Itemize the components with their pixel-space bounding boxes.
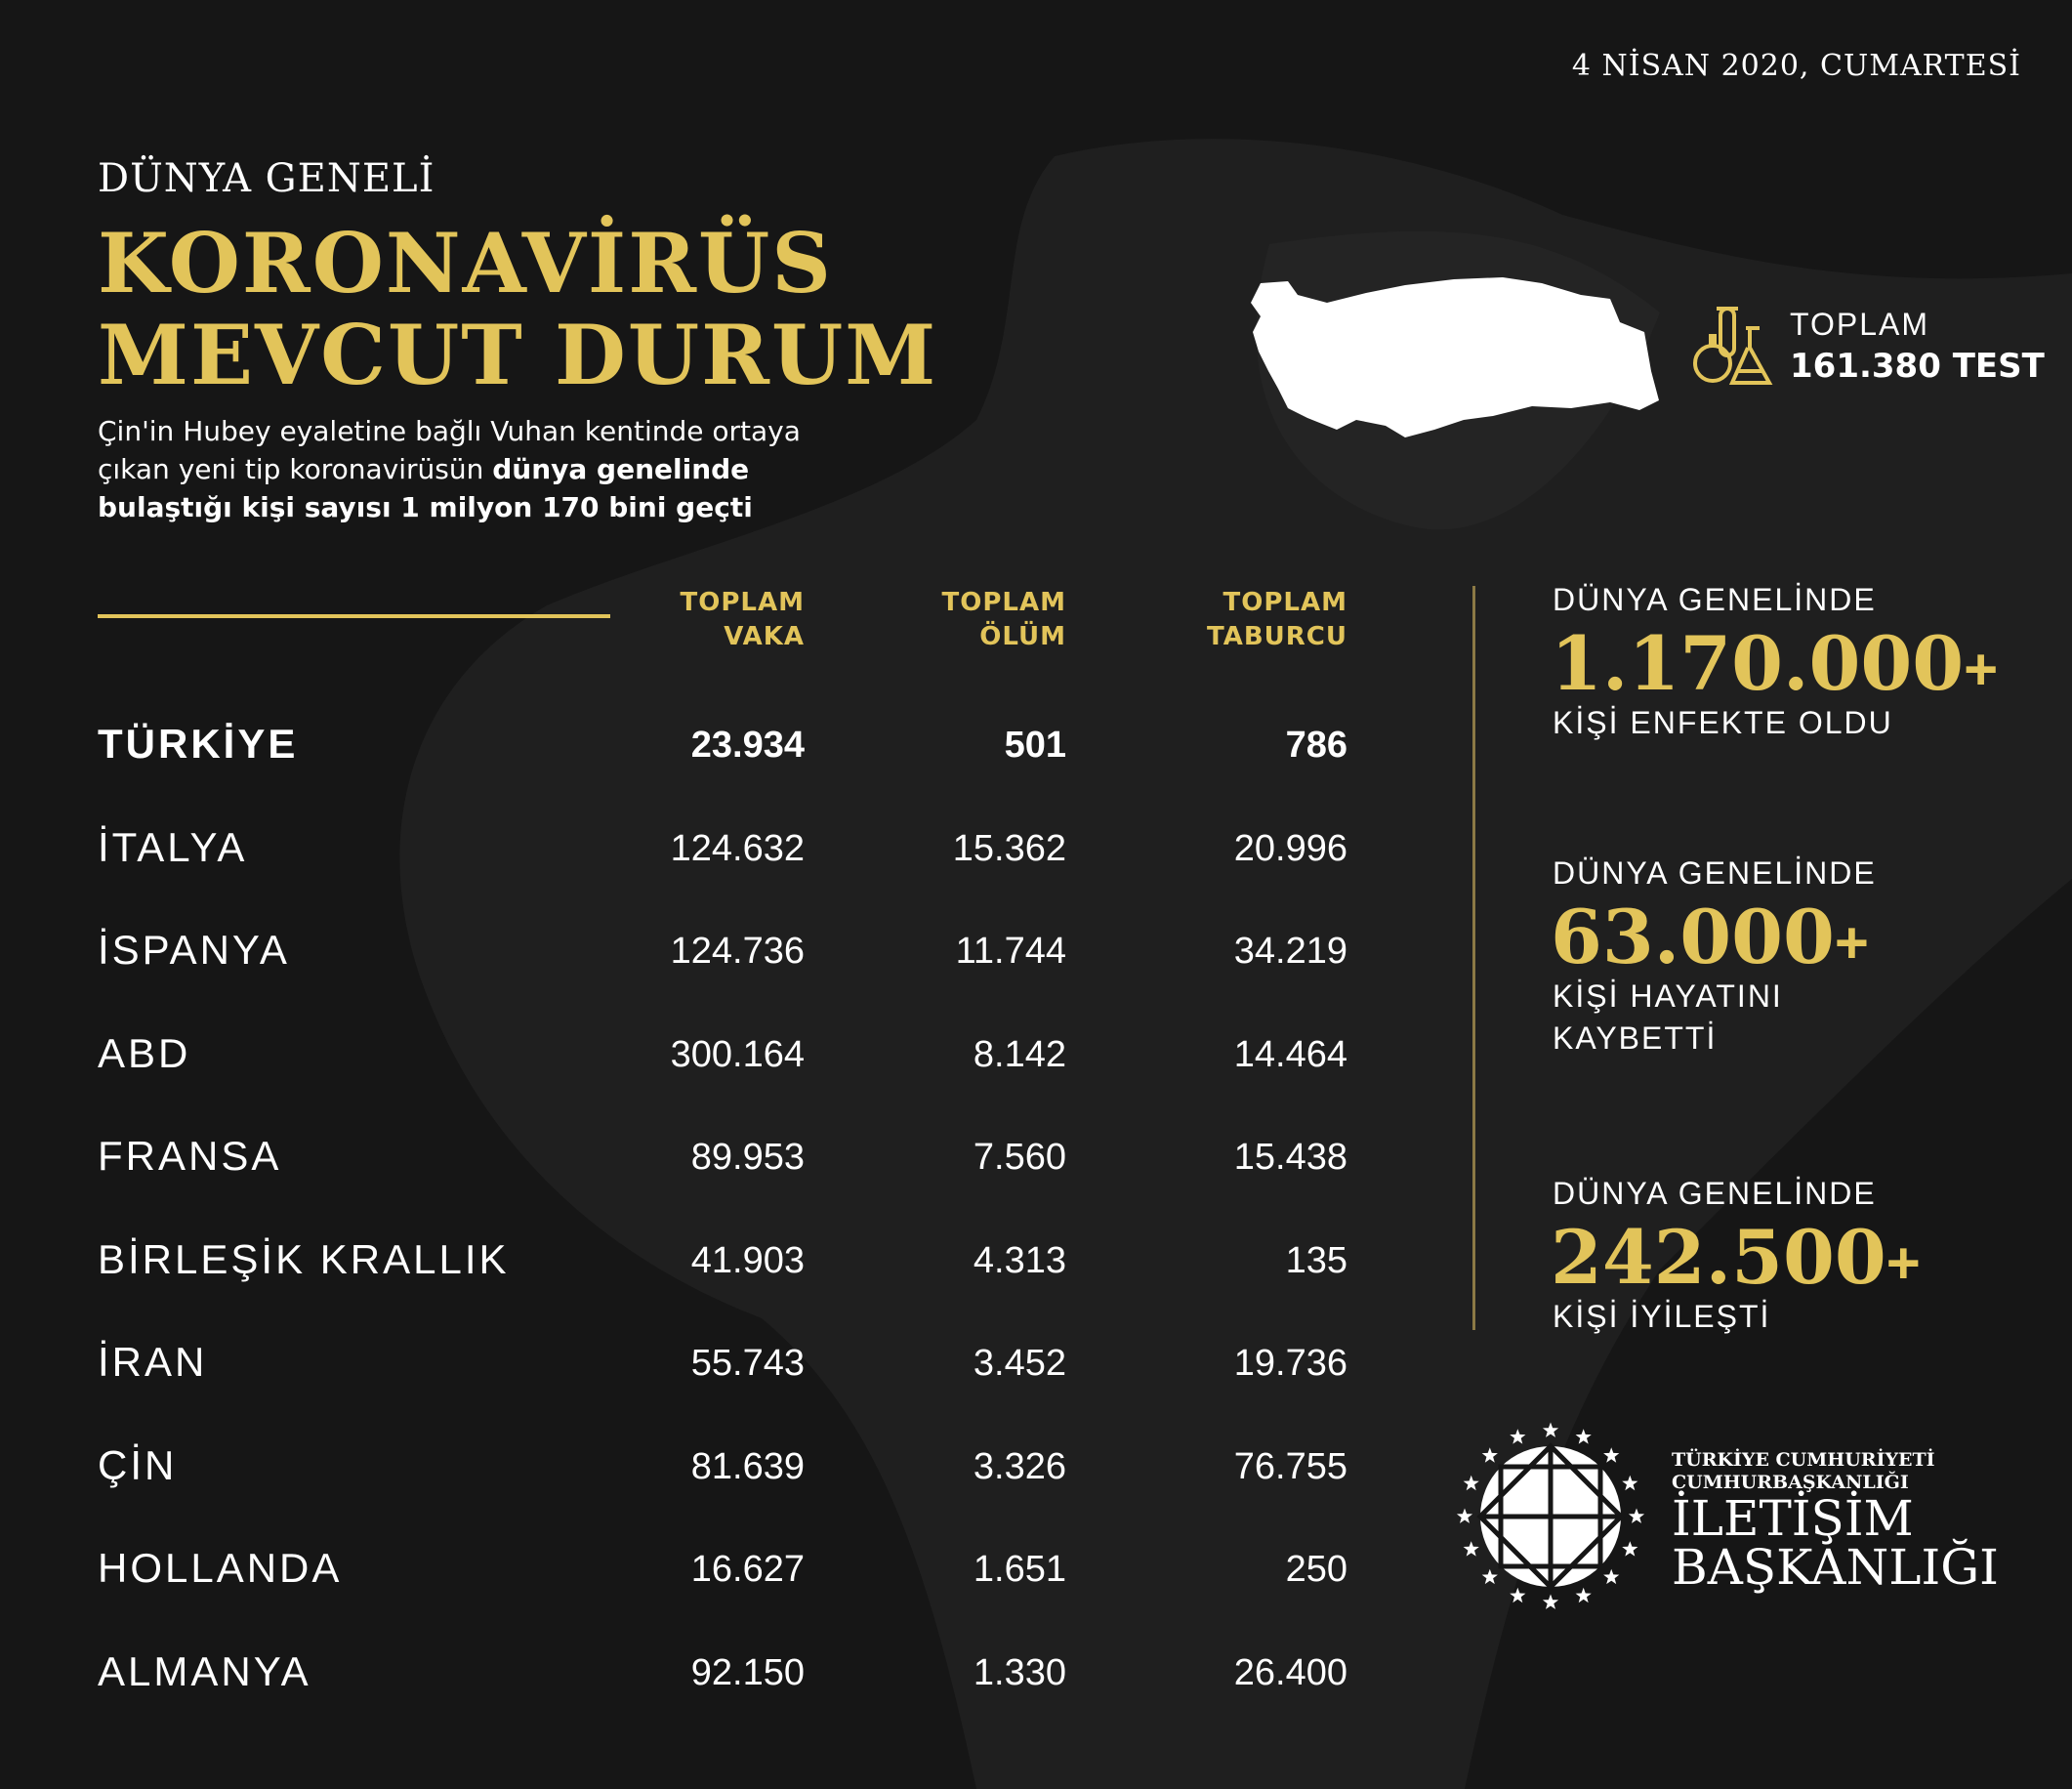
table-row: ALMANYA 92.150 1.330 26.400	[0, 1648, 1367, 1707]
table-row: FRANSA 89.953 7.560 15.438	[0, 1133, 1367, 1191]
cases-value: 41.903	[690, 1239, 805, 1281]
star-icon	[1603, 1447, 1620, 1463]
star-icon	[1456, 1508, 1473, 1523]
star-icon	[1481, 1447, 1498, 1463]
deaths-value: 3.326	[973, 1445, 1066, 1487]
recovered-value: 14.464	[1233, 1033, 1347, 1075]
deaths-value: 1.330	[973, 1651, 1066, 1693]
title-line2: MEVCUT DURUM	[98, 307, 938, 403]
iletisim-logo-emblem	[1456, 1422, 1645, 1609]
star-icon	[1510, 1587, 1526, 1603]
cases-value: 124.632	[670, 827, 805, 869]
recovered-value: 786	[1285, 725, 1347, 766]
stat-description: KİŞİ HAYATINI	[1553, 978, 1783, 1014]
country-name: İRAN	[98, 1339, 208, 1385]
star-icon	[1463, 1475, 1479, 1491]
star-icon	[1622, 1475, 1638, 1491]
logo-line2: CUMHURBAŞKANLIĞI	[1672, 1472, 1909, 1493]
star-icon	[1575, 1429, 1592, 1444]
column-header-cases: TOPLAM VAKA	[680, 588, 805, 651]
recovered-value: 20.996	[1233, 827, 1347, 869]
table-row: HOLLANDA 16.627 1.651 250	[0, 1545, 1367, 1603]
recovered-value: 26.400	[1233, 1651, 1347, 1693]
recovered-value: 19.736	[1233, 1343, 1347, 1384]
country-name: TÜRKİYE	[98, 721, 299, 767]
star-icon	[1510, 1429, 1526, 1444]
recovered-value: 76.755	[1233, 1445, 1347, 1487]
star-icon	[1628, 1508, 1645, 1523]
table-row: TÜRKİYE 23.934 501 786	[0, 721, 1367, 779]
star-icon	[1542, 1422, 1559, 1437]
logo-line3: İLETİŞİM	[1672, 1490, 1914, 1547]
intro-bold-text: dünya genelinde bulaştığı kişi sayısı 1 …	[98, 453, 753, 523]
cases-value: 300.164	[670, 1033, 805, 1075]
cases-value: 124.736	[670, 931, 805, 972]
stat-value: 1.170.000+	[1551, 620, 1999, 707]
stat-label: DÜNYA GENELİNDE	[1553, 1176, 1877, 1211]
cases-value: 89.953	[690, 1137, 805, 1178]
stat-label: DÜNYA GENELİNDE	[1553, 855, 1877, 891]
table-row: İRAN 55.743 3.452 19.736	[0, 1339, 1367, 1397]
table-row: ÇİN 81.639 3.326 76.755	[0, 1442, 1367, 1501]
deaths-value: 15.362	[952, 827, 1066, 869]
recovered-value: 250	[1285, 1549, 1347, 1590]
deaths-value: 1.651	[973, 1549, 1066, 1590]
recovered-value: 135	[1285, 1239, 1347, 1281]
stat-value: 63.000+	[1551, 894, 1869, 980]
logo-line4: BAŞKANLIĞI	[1672, 1539, 1999, 1596]
stat-description-2: KAYBETTİ	[1553, 1020, 1718, 1056]
recovered-value: 34.219	[1233, 931, 1347, 972]
tests-label: TOPLAM	[1790, 307, 1929, 342]
country-name: ABD	[98, 1029, 191, 1076]
column-header-recovered: TOPLAM TABURCU	[1207, 588, 1347, 651]
deaths-value: 4.313	[973, 1239, 1066, 1281]
deaths-value: 11.744	[955, 931, 1066, 972]
logo-line1: TÜRKİYE CUMHURİYETİ	[1672, 1449, 1935, 1471]
country-name: İSPANYA	[98, 927, 290, 973]
star-icon	[1622, 1541, 1638, 1557]
cases-value: 81.639	[690, 1445, 805, 1487]
star-icon	[1481, 1568, 1498, 1585]
star-icon	[1463, 1541, 1479, 1557]
cases-value: 55.743	[690, 1343, 805, 1384]
deaths-value: 501	[1004, 725, 1066, 766]
deaths-value: 3.452	[973, 1343, 1066, 1384]
turkey-map	[1251, 277, 1659, 437]
country-name: HOLLANDA	[98, 1545, 343, 1591]
pre-title: DÜNYA GENELİ	[98, 156, 435, 201]
title-line1: KORONAVİRÜS	[98, 215, 833, 312]
table-row: BİRLEŞİK KRALLIK 41.903 4.313 135	[0, 1236, 1367, 1295]
intro-paragraph: Çin'in Hubey eyaletine bağlı Vuhan kenti…	[98, 412, 859, 526]
country-name: ÇİN	[98, 1441, 178, 1488]
stat-description: KİŞİ ENFEKTE OLDU	[1553, 705, 1893, 740]
cases-value: 23.934	[690, 725, 805, 766]
deaths-value: 7.560	[973, 1137, 1066, 1178]
cases-value: 92.150	[690, 1651, 805, 1693]
table-row: İSPANYA 124.736 11.744 34.219	[0, 927, 1367, 985]
table-header-line	[98, 614, 610, 618]
star-icon	[1575, 1587, 1592, 1603]
table-row: ABD 300.164 8.142 14.464	[0, 1030, 1367, 1089]
deaths-value: 8.142	[973, 1033, 1066, 1075]
star-icon	[1542, 1594, 1559, 1609]
country-name: İTALYA	[98, 823, 248, 870]
recovered-value: 15.438	[1233, 1137, 1347, 1178]
stat-description: KİŞİ İYİLEŞTİ	[1553, 1299, 1771, 1334]
divider-line	[1472, 586, 1475, 1330]
date-label: 4 NİSAN 2020, CUMARTESİ	[1571, 49, 2021, 83]
stat-value: 242.500+	[1551, 1214, 1921, 1301]
cases-value: 16.627	[690, 1549, 805, 1590]
star-icon	[1603, 1568, 1620, 1585]
column-header-deaths: TOPLAM ÖLÜM	[941, 588, 1066, 651]
tests-value: 161.380 TEST	[1790, 347, 2045, 386]
country-name: ALMANYA	[98, 1647, 311, 1694]
intro-text: Çin'in Hubey eyaletine bağlı Vuhan kenti…	[98, 415, 801, 485]
country-name: BİRLEŞİK KRALLIK	[98, 1235, 510, 1282]
country-name: FRANSA	[98, 1133, 282, 1179]
lab-flasks-icon	[1693, 307, 1773, 385]
table-row: İTALYA 124.632 15.362 20.996	[0, 824, 1367, 883]
stat-label: DÜNYA GENELİNDE	[1553, 582, 1877, 617]
